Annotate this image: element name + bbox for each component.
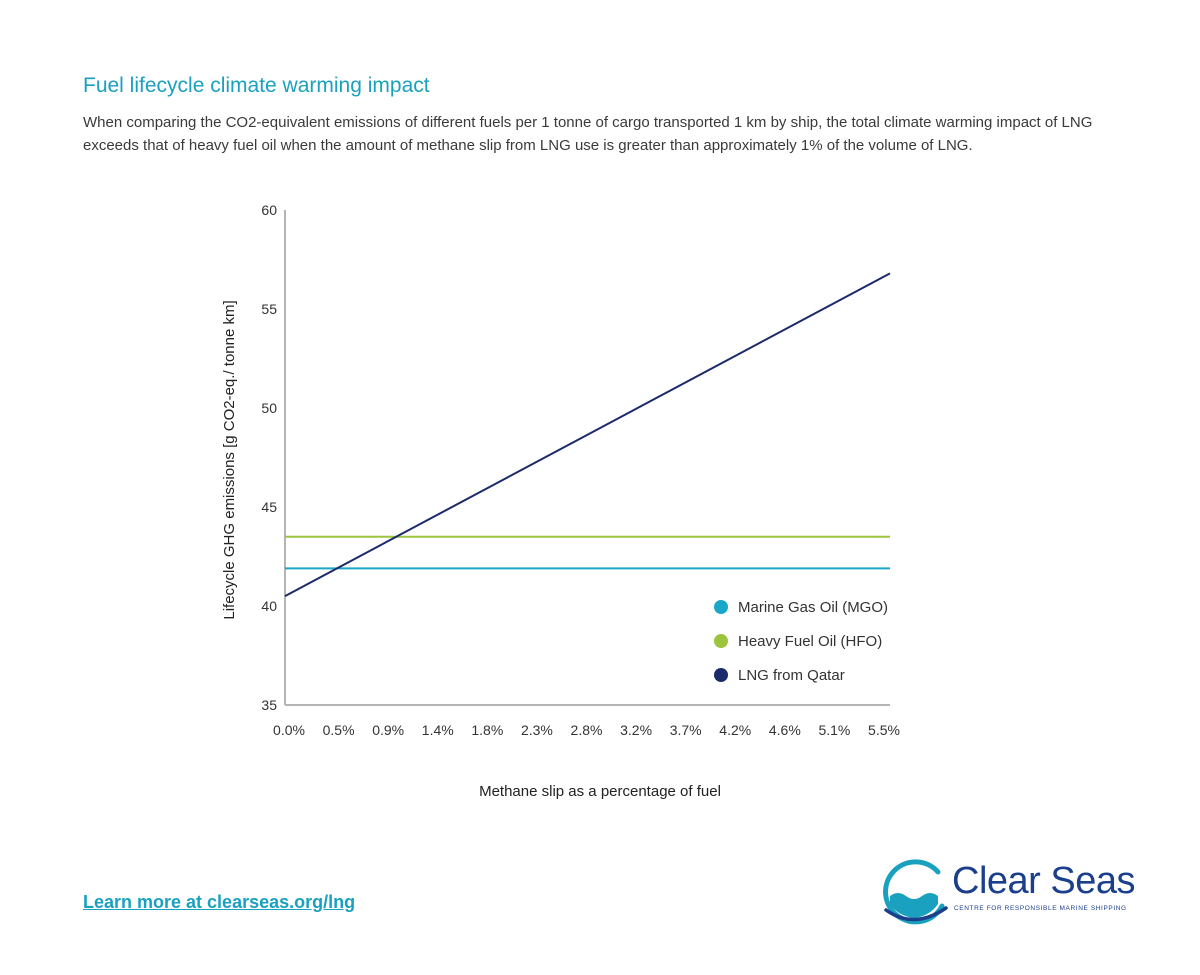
y-tick-label: 50 (261, 400, 277, 416)
page-title: Fuel lifecycle climate warming impact (83, 74, 430, 97)
x-tick-label: 5.5% (868, 722, 900, 738)
x-tick-label: 4.2% (719, 722, 751, 738)
x-tick-label: 0.5% (323, 722, 355, 738)
learn-more-link[interactable]: Learn more at clearseas.org/lng (83, 892, 356, 912)
legend-marker-2 (714, 668, 728, 682)
page-subtitle: When comparing the CO2-equivalent emissi… (83, 114, 1093, 154)
legend-label-0: Marine Gas Oil (MGO) (738, 599, 888, 616)
x-tick-label: 2.8% (571, 722, 603, 738)
x-tick-label: 3.7% (670, 722, 702, 738)
y-tick-label: 45 (261, 499, 277, 515)
legend-label-1: Heavy Fuel Oil (HFO) (738, 633, 882, 650)
y-tick-label: 35 (261, 697, 277, 713)
y-tick-label: 60 (261, 202, 277, 218)
legend-marker-1 (714, 634, 728, 648)
legend-label-2: LNG from Qatar (738, 667, 845, 684)
y-axis-label: Lifecycle GHG emissions [g CO2-eq./ tonn… (221, 300, 238, 619)
x-tick-label: 1.8% (471, 722, 503, 738)
y-tick-label: 40 (261, 598, 277, 614)
clear-seas-logo: Clear Seas CENTRE FOR RESPONSIBLE MARINE… (880, 858, 1135, 928)
x-tick-label: 5.1% (818, 722, 850, 738)
x-axis-label: Methane slip as a percentage of fuel (479, 783, 721, 800)
x-tick-label: 3.2% (620, 722, 652, 738)
logo-tagline: CENTRE FOR RESPONSIBLE MARINE SHIPPING (954, 905, 1127, 912)
logo-wave-icon (883, 859, 948, 925)
legend-marker-0 (714, 600, 728, 614)
x-tick-label: 4.6% (769, 722, 801, 738)
x-tick-label: 0.0% (273, 722, 305, 738)
series-line-2 (284, 272, 891, 597)
x-tick-label: 2.3% (521, 722, 553, 738)
x-tick-label: 0.9% (372, 722, 404, 738)
y-tick-label: 55 (261, 301, 277, 317)
x-tick-label: 1.4% (422, 722, 454, 738)
logo-name: Clear Seas (952, 860, 1135, 902)
